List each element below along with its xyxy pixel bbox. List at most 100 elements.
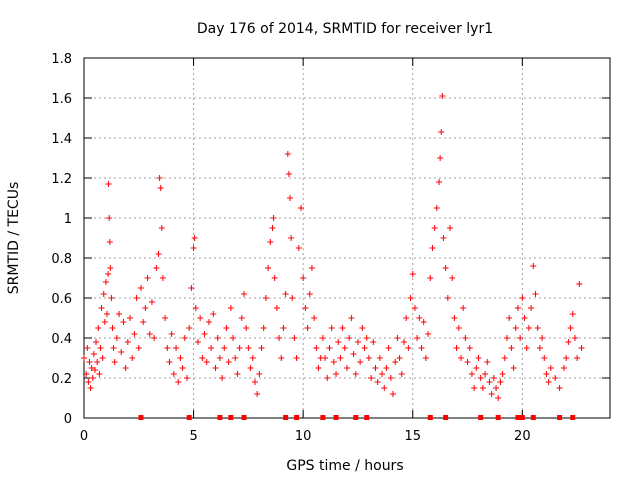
data-point (116, 311, 123, 317)
y-tick-label: 1.4 (51, 132, 72, 147)
baseline-marker (443, 415, 449, 420)
data-point (407, 295, 414, 301)
data-point (285, 171, 292, 177)
data-point (576, 281, 583, 287)
data-point (142, 305, 149, 311)
data-point (381, 385, 388, 391)
data-point (108, 295, 115, 301)
data-point (514, 305, 521, 311)
baseline-marker (333, 415, 339, 420)
axis-ticks (83, 57, 610, 419)
data-point (569, 311, 576, 317)
x-axis-label: GPS time / hours (286, 458, 403, 474)
data-point (442, 265, 449, 271)
data-point (168, 331, 175, 337)
data-point (262, 295, 269, 301)
data-point (372, 365, 379, 371)
data-point (256, 371, 263, 377)
baseline-marker (530, 415, 536, 420)
data-point (89, 375, 96, 381)
data-point (230, 335, 237, 341)
y-tick-label: 1 (64, 212, 72, 227)
data-point (422, 355, 429, 361)
data-point (238, 315, 245, 321)
data-point (488, 391, 495, 397)
data-point (106, 239, 113, 245)
data-point (365, 355, 372, 361)
baseline-marker (557, 415, 563, 420)
data-point (162, 315, 169, 321)
baseline-marker (570, 415, 576, 420)
data-point (216, 355, 223, 361)
data-point (104, 311, 111, 317)
data-point (173, 345, 180, 351)
data-point (418, 345, 425, 351)
data-point (330, 359, 337, 365)
data-point (88, 365, 95, 371)
data-point (477, 375, 484, 381)
data-point (473, 365, 480, 371)
data-point (122, 365, 129, 371)
baseline-marker (495, 415, 501, 420)
x-tick-label: 5 (189, 429, 197, 444)
data-point (96, 371, 103, 377)
data-point (84, 345, 91, 351)
data-point (157, 185, 164, 191)
y-tick-label: 1.8 (51, 52, 72, 67)
data-point (137, 285, 144, 291)
data-point (374, 379, 381, 385)
data-point (416, 315, 423, 321)
baseline-marker (353, 415, 359, 420)
data-point (392, 359, 399, 365)
data-point (466, 345, 473, 351)
baseline-marker (427, 415, 433, 420)
data-point (156, 175, 163, 181)
data-point (468, 371, 475, 377)
data-point (530, 263, 537, 269)
data-point (107, 265, 114, 271)
data-point (131, 331, 138, 337)
data-point (133, 295, 140, 301)
data-point (420, 319, 427, 325)
data-point (425, 331, 432, 337)
data-point (258, 345, 265, 351)
data-point (227, 305, 234, 311)
data-point (287, 195, 294, 201)
data-point (245, 345, 252, 351)
data-point (519, 295, 526, 301)
data-point (293, 355, 300, 361)
data-point (295, 245, 302, 251)
data-point (383, 365, 390, 371)
data-point (547, 365, 554, 371)
data-point (234, 371, 241, 377)
data-point (288, 235, 295, 241)
data-point (102, 279, 109, 285)
data-point (271, 275, 278, 281)
data-point (387, 375, 394, 381)
data-point (503, 335, 510, 341)
data-point (486, 379, 493, 385)
data-point (341, 345, 348, 351)
data-point (532, 291, 539, 297)
data-point (565, 339, 572, 345)
chart-title: Day 176 of 2014, SRMTID for receiver lyr… (197, 21, 493, 37)
data-point (289, 295, 296, 301)
data-point (506, 315, 513, 321)
data-point (109, 325, 116, 331)
data-point (414, 335, 421, 341)
data-point (267, 239, 274, 245)
data-point (359, 325, 366, 331)
data-point (308, 265, 315, 271)
data-point (190, 245, 197, 251)
data-point (439, 93, 446, 99)
data-point (249, 355, 256, 361)
data-point (282, 291, 289, 297)
data-point (251, 379, 258, 385)
data-point (140, 319, 147, 325)
data-point (129, 355, 136, 361)
plot-frame (83, 57, 611, 419)
data-point (276, 335, 283, 341)
data-point (101, 319, 108, 325)
x-tick-label: 10 (295, 429, 312, 444)
data-point (525, 325, 532, 331)
